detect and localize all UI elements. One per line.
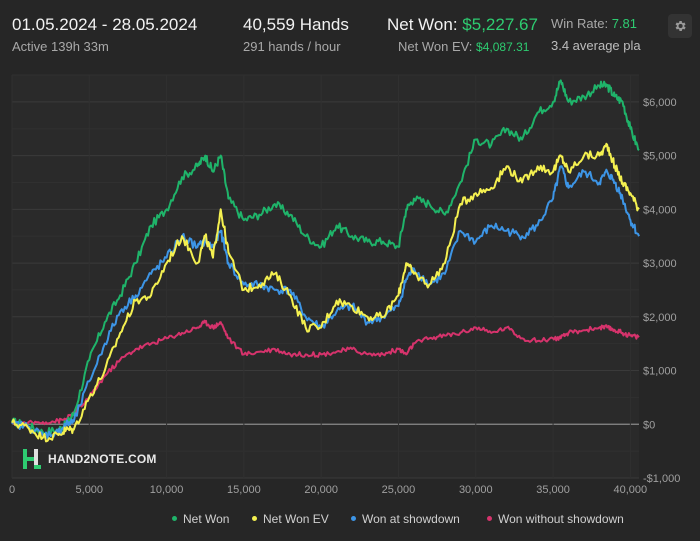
y-tick-label: $6,000 <box>643 97 677 109</box>
win-rate-label: Win Rate: <box>551 16 612 31</box>
x-tick-label: 40,000 <box>614 484 648 496</box>
won-at-showdown-line <box>11 165 640 439</box>
net-won-ev-line <box>11 142 640 443</box>
win-rate: Win Rate: 7.81 <box>551 16 663 31</box>
x-tick-label: 25,000 <box>382 484 416 496</box>
legend-item-net-won[interactable]: Net Won <box>172 512 229 526</box>
net-won-value: $5,227.67 <box>462 15 538 34</box>
win-rate-value: 7.81 <box>611 16 637 31</box>
legend-item-won-at-showdown[interactable]: Won at showdown <box>351 512 460 526</box>
net-won-ev-label: Net Won EV: <box>398 39 477 54</box>
y-tick-label: $3,000 <box>643 258 677 270</box>
legend-label: Net Won EV <box>263 512 329 526</box>
x-tick-label: 30,000 <box>459 484 493 496</box>
x-axis-ticks: 0 5,000 10,000 15,000 20,000 25,000 30,000 35,0… <box>9 484 647 496</box>
net-won-label: Net Won: <box>387 15 463 34</box>
legend-label: Won without showdown <box>498 512 624 526</box>
x-tick-label: 15,000 <box>227 484 261 496</box>
y-tick-label: $0 <box>643 419 655 431</box>
legend-dot-icon <box>172 516 177 522</box>
legend-dot-icon <box>252 516 257 522</box>
legend-label: Won at showdown <box>362 512 460 526</box>
x-tick-label: 5,000 <box>76 484 104 496</box>
series-lines <box>11 79 640 443</box>
legend-item-net-won-ev[interactable]: Net Won EV <box>252 512 329 526</box>
y-tick-label: $4,000 <box>643 204 677 216</box>
y-tick-label: $1,000 <box>643 366 677 378</box>
x-tick-label: 20,000 <box>304 484 338 496</box>
hands-count: 40,559 Hands <box>243 15 349 34</box>
settings-button[interactable] <box>668 14 692 38</box>
hand2note-logo-text: HAND2NOTE.COM <box>48 452 157 466</box>
date-range: 01.05.2024 - 28.05.2024 <box>12 15 198 34</box>
y-tick-label: $2,000 <box>643 312 677 324</box>
x-tick-label: 0 <box>9 484 15 496</box>
average-players: 3.4 average pla <box>551 38 641 53</box>
won-without-showdown-line <box>11 319 640 427</box>
net-won: Net Won: $5,227.67 <box>387 15 538 35</box>
plot-area <box>12 75 639 478</box>
y-tick-label: $5,000 <box>643 151 677 163</box>
legend-item-won-without-showdown[interactable]: Won without showdown <box>487 512 624 526</box>
legend-dot-icon <box>487 516 492 522</box>
hand2note-logo: HAND2NOTE.COM <box>22 448 157 470</box>
x-tick-label: 35,000 <box>536 484 570 496</box>
x-tick-label: 10,000 <box>150 484 184 496</box>
net-won-ev: Net Won EV: $4,087.31 <box>398 39 529 54</box>
y-tick-label: -$1,000 <box>643 473 680 485</box>
y-axis-ticks: -$1,000 $0 $1,000 $2,000 $3,000 $4,000 $5,000 $… <box>643 97 680 485</box>
legend-dot-icon <box>351 516 356 522</box>
net-won-line <box>11 79 640 437</box>
hand2note-logo-icon <box>23 449 41 469</box>
active-time: Active 139h 33m <box>12 39 109 54</box>
legend-label: Net Won <box>183 512 230 526</box>
gear-icon <box>675 21 686 31</box>
net-won-ev-value: $4,087.31 <box>476 40 530 54</box>
hands-per-hour: 291 hands / hour <box>243 39 341 54</box>
